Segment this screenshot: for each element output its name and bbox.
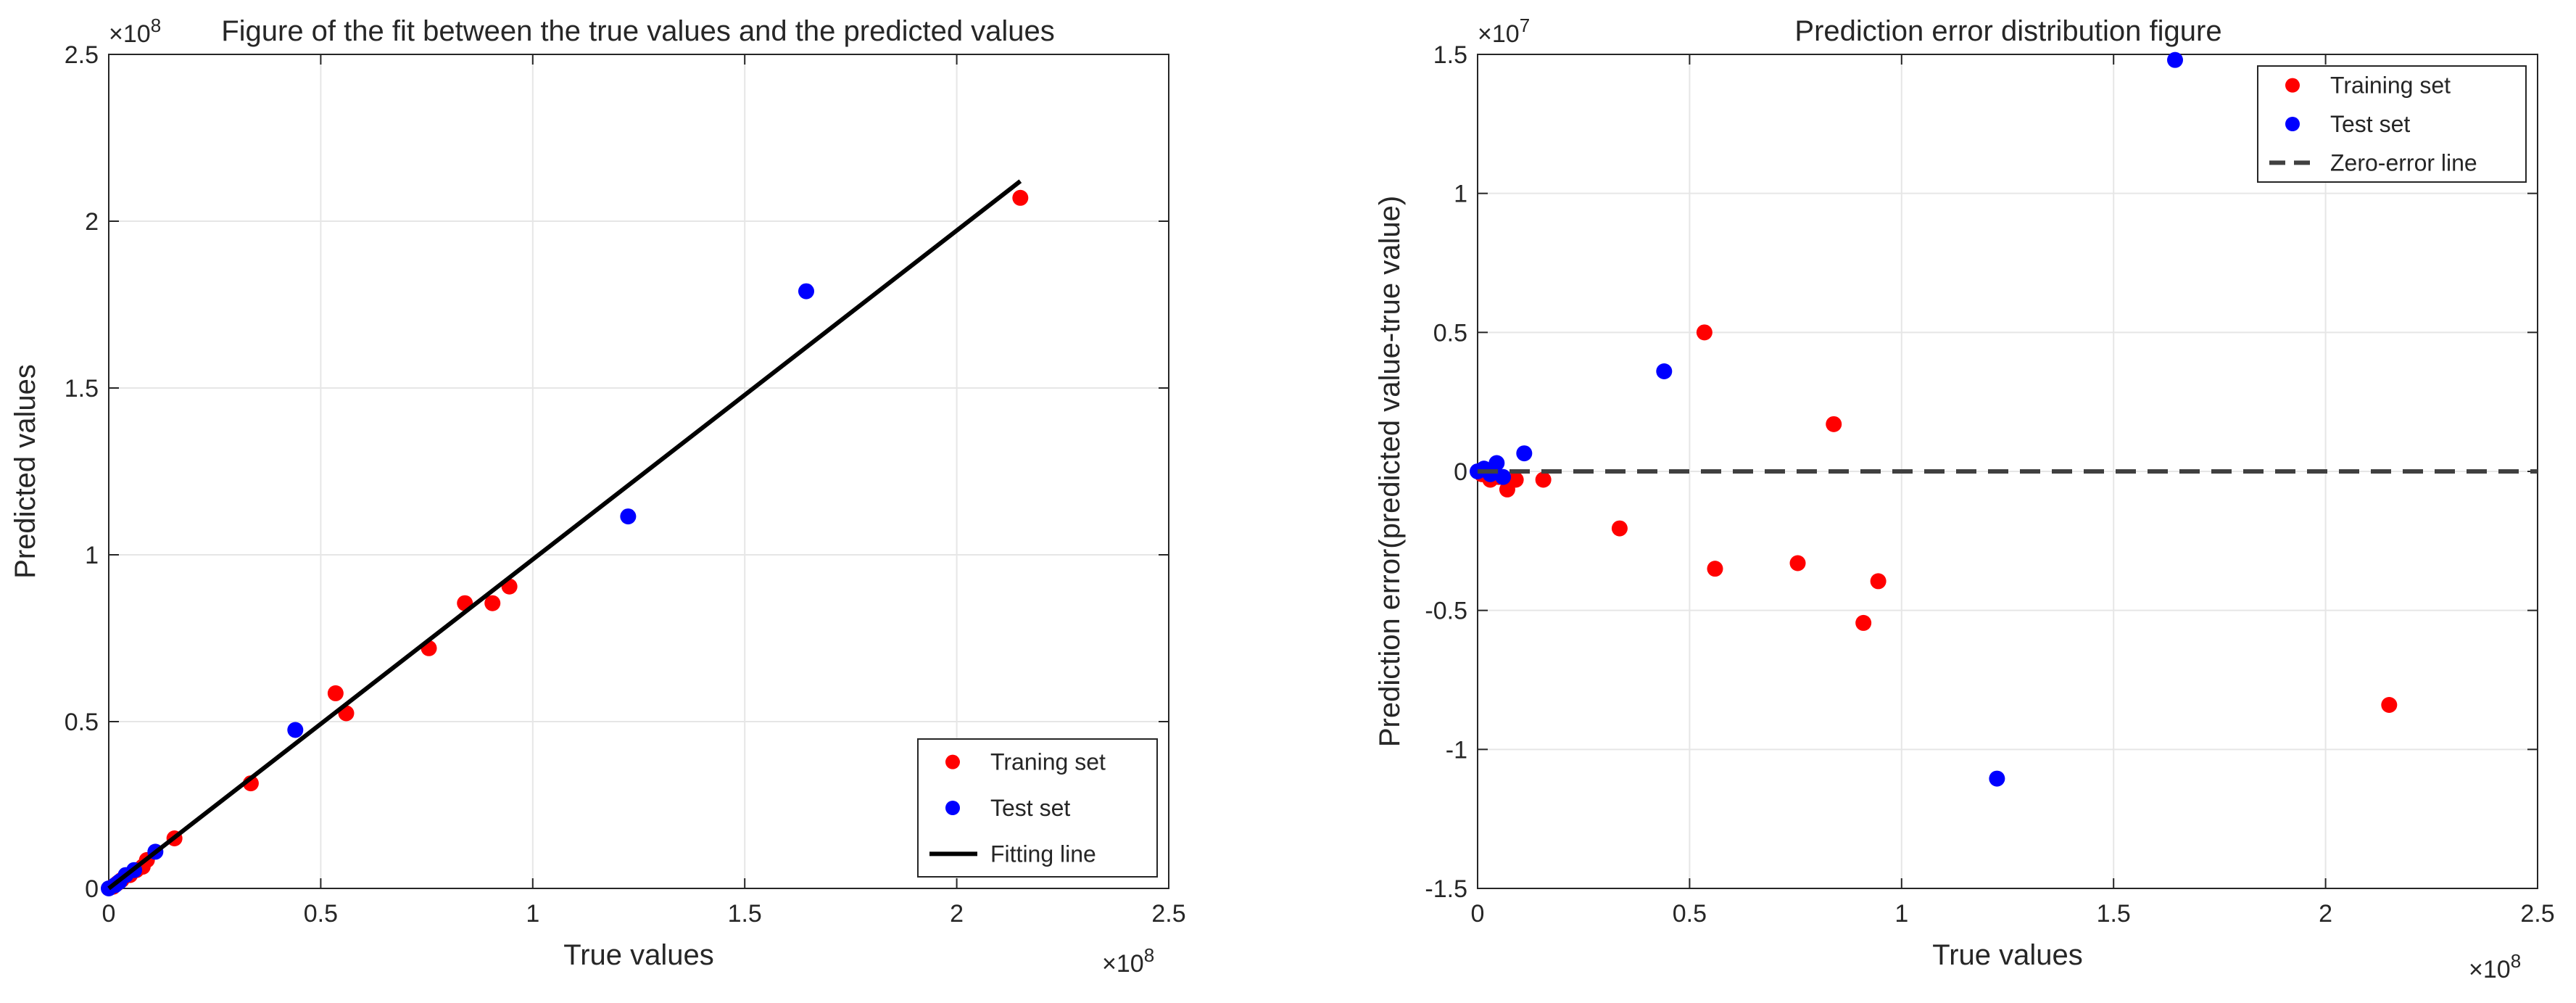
x-tick-label: 1.5 — [728, 900, 762, 928]
training-set-point — [1870, 573, 1887, 590]
x-exponent-label: ×108 — [1102, 944, 1154, 978]
y-axis-label: Predicted values — [9, 364, 41, 579]
y-tick-label: 0 — [85, 875, 99, 903]
x-axis-label: True values — [1932, 939, 2083, 971]
x-tick-label: 0 — [1471, 900, 1485, 928]
x-exponent-power: 8 — [2511, 950, 2521, 972]
training-set-point — [1707, 561, 1723, 577]
x-tick-label: 1.5 — [2097, 900, 2131, 928]
training-set-point — [1535, 471, 1552, 488]
chart-1: 0 0.5 1 1.5 2 2.5 0 0.5 1 1.5 2 2.5 ×108 ×108 Figure o… — [9, 15, 1186, 978]
y-tick-label: 0 — [1454, 458, 1467, 486]
y-axis-label: Prediction error(predicted value-true va… — [1374, 196, 1406, 747]
legend: Training set Test set Zero-error line — [2257, 65, 2527, 183]
test-set-point — [2166, 51, 2183, 68]
legend-label-test-set: Test set — [990, 795, 1070, 821]
x-tick-label: 2 — [2319, 900, 2332, 928]
training-set-point — [1855, 614, 1872, 631]
chart-2: 0 0.5 1 1.5 2 2.5 -1.5 -1 -0.5 0 0.5 1 1.5 ×108 ×107 Pr… — [1374, 15, 2555, 983]
y-tick-label: 1 — [1454, 181, 1467, 208]
traning-set-point — [484, 595, 501, 611]
x-tick-label: 2.5 — [2520, 900, 2554, 928]
traning-set-point — [327, 685, 344, 701]
test-set-point — [1488, 455, 1505, 471]
y-tick-label: -1.5 — [1425, 875, 1467, 903]
x-exponent-label: ×108 — [2469, 950, 2521, 983]
x-tick-label: 0.5 — [1673, 900, 1707, 928]
legend-marker-test-set — [2285, 117, 2300, 131]
test-set-point — [1516, 445, 1533, 462]
fitting-line — [107, 179, 1022, 891]
training-set-point — [1507, 471, 1524, 488]
training-set-point — [1611, 520, 1628, 537]
x-tick-label: 1 — [526, 900, 539, 928]
training-set-point — [1826, 416, 1842, 432]
test-set-point — [798, 283, 814, 300]
y-tick-label: -0.5 — [1425, 598, 1467, 625]
y-tick-label: 1 — [85, 542, 99, 569]
y-tick-label: -1 — [1446, 736, 1467, 764]
x-axis-label: True values — [563, 939, 714, 971]
chart-title: Figure of the fit between the true value… — [221, 15, 1055, 47]
y-tick-label: 1.5 — [1433, 41, 1467, 69]
y-tick-label: 1.5 — [65, 375, 99, 403]
chart-title: Prediction error distribution figure — [1794, 15, 2221, 47]
legend-label-zero-error-line: Zero-error line — [2330, 149, 2477, 176]
x-tick-label: 2.5 — [1151, 900, 1185, 928]
y-exponent-label: ×107 — [1478, 15, 1530, 48]
test-set-point — [1495, 469, 1512, 485]
legend-label-training-set: Training set — [2330, 73, 2451, 99]
legend-label-fitting-line: Fitting line — [990, 841, 1096, 867]
y-tick-label: 2.5 — [65, 41, 99, 69]
legend-label-traning-set: Traning set — [990, 749, 1106, 775]
axes-box — [108, 54, 1169, 889]
legend-marker-traning-set — [945, 754, 960, 769]
test-set-point — [620, 508, 637, 525]
y-exponent-power: 8 — [151, 15, 161, 36]
y-tick-label: 0.5 — [65, 709, 99, 736]
test-set-point — [1656, 363, 1673, 379]
legend-label-test-set: Test set — [2330, 111, 2410, 137]
legend-marker-test-set — [945, 801, 960, 815]
x-tick-label: 0.5 — [304, 900, 338, 928]
x-tick-label: 0 — [102, 900, 116, 928]
y-exponent-label: ×108 — [109, 15, 161, 48]
test-set-point — [1989, 770, 2005, 787]
training-set-point — [1696, 324, 1712, 341]
legend-marker-training-set — [2285, 78, 2300, 93]
test-set-point — [287, 722, 304, 738]
training-set-point — [1789, 555, 1806, 571]
y-exponent-power: 7 — [1520, 15, 1530, 36]
traning-set-point — [1012, 189, 1029, 206]
x-tick-label: 2 — [950, 900, 964, 928]
x-exponent-power: 8 — [1144, 944, 1154, 966]
y-tick-label: 0.5 — [1433, 319, 1467, 347]
x-tick-label: 1 — [1894, 900, 1908, 928]
legend: Traning set Test set Fitting line — [917, 738, 1158, 878]
y-tick-label: 2 — [85, 208, 99, 236]
training-set-point — [2381, 697, 2398, 713]
